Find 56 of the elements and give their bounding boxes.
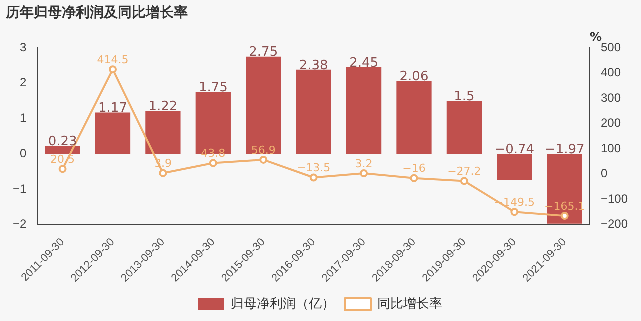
point <box>108 66 117 74</box>
data-label: −13.5 <box>296 162 331 175</box>
y2-tick-label: 300 <box>600 90 622 105</box>
point <box>209 159 218 168</box>
y2-tick-label: 500 <box>600 40 622 54</box>
point <box>510 208 519 216</box>
bar <box>95 112 131 154</box>
point <box>310 174 318 182</box>
point <box>159 169 168 178</box>
point <box>260 156 268 164</box>
data-label: 1.5 <box>454 89 475 104</box>
y2-tick-label: 200 <box>600 116 622 130</box>
point <box>460 177 468 186</box>
chart-title: 历年归母净利润及同比增长率 <box>4 4 189 23</box>
data-label: 2.45 <box>350 56 379 71</box>
y-tick-label: −1 <box>12 182 27 196</box>
legend-label: 归母净利润（亿） <box>231 296 335 312</box>
data-label: 3.2 <box>355 157 373 170</box>
y2-tick-label: −100 <box>600 192 628 206</box>
y-tick-label: 0 <box>20 146 27 160</box>
y-tick-label: 3 <box>20 40 27 54</box>
data-label: −0.74 <box>494 142 535 158</box>
data-label: 2.38 <box>299 58 328 74</box>
bar <box>446 101 482 154</box>
data-label: 1.17 <box>98 101 128 116</box>
data-label: 414.5 <box>97 53 129 66</box>
point <box>410 174 418 182</box>
data-label: 1.22 <box>148 99 178 114</box>
point <box>58 165 67 174</box>
y2-tick-label: 400 <box>600 66 622 80</box>
y2-axis-title: % <box>590 30 602 44</box>
data-label: 2.75 <box>249 45 278 60</box>
bar <box>45 146 80 154</box>
y-tick-label: 2 <box>20 76 27 90</box>
bar <box>146 110 181 154</box>
data-label: 43.8 <box>201 147 226 160</box>
point <box>560 212 569 220</box>
data-label: −27.2 <box>448 165 482 178</box>
data-label: 0.23 <box>48 134 78 150</box>
data-label: 2.06 <box>400 70 429 85</box>
bar <box>497 154 532 180</box>
y2-tick-label: −200 <box>600 217 628 232</box>
y2-tick-label: 0 <box>600 166 608 181</box>
data-label: −16 <box>402 162 426 176</box>
data-label: −1.97 <box>544 142 585 158</box>
legend-label: 同比增长率 <box>378 296 442 312</box>
y2-tick-label: 100 <box>600 141 622 156</box>
bar <box>396 81 432 154</box>
bar <box>246 56 282 154</box>
y-tick-label: −2 <box>12 217 27 232</box>
point <box>360 170 368 178</box>
bar <box>296 70 332 154</box>
data-label: 1.75 <box>198 80 228 96</box>
y-tick-label: 1 <box>20 111 27 126</box>
bar <box>346 67 382 154</box>
data-label: 56.9 <box>251 144 276 157</box>
